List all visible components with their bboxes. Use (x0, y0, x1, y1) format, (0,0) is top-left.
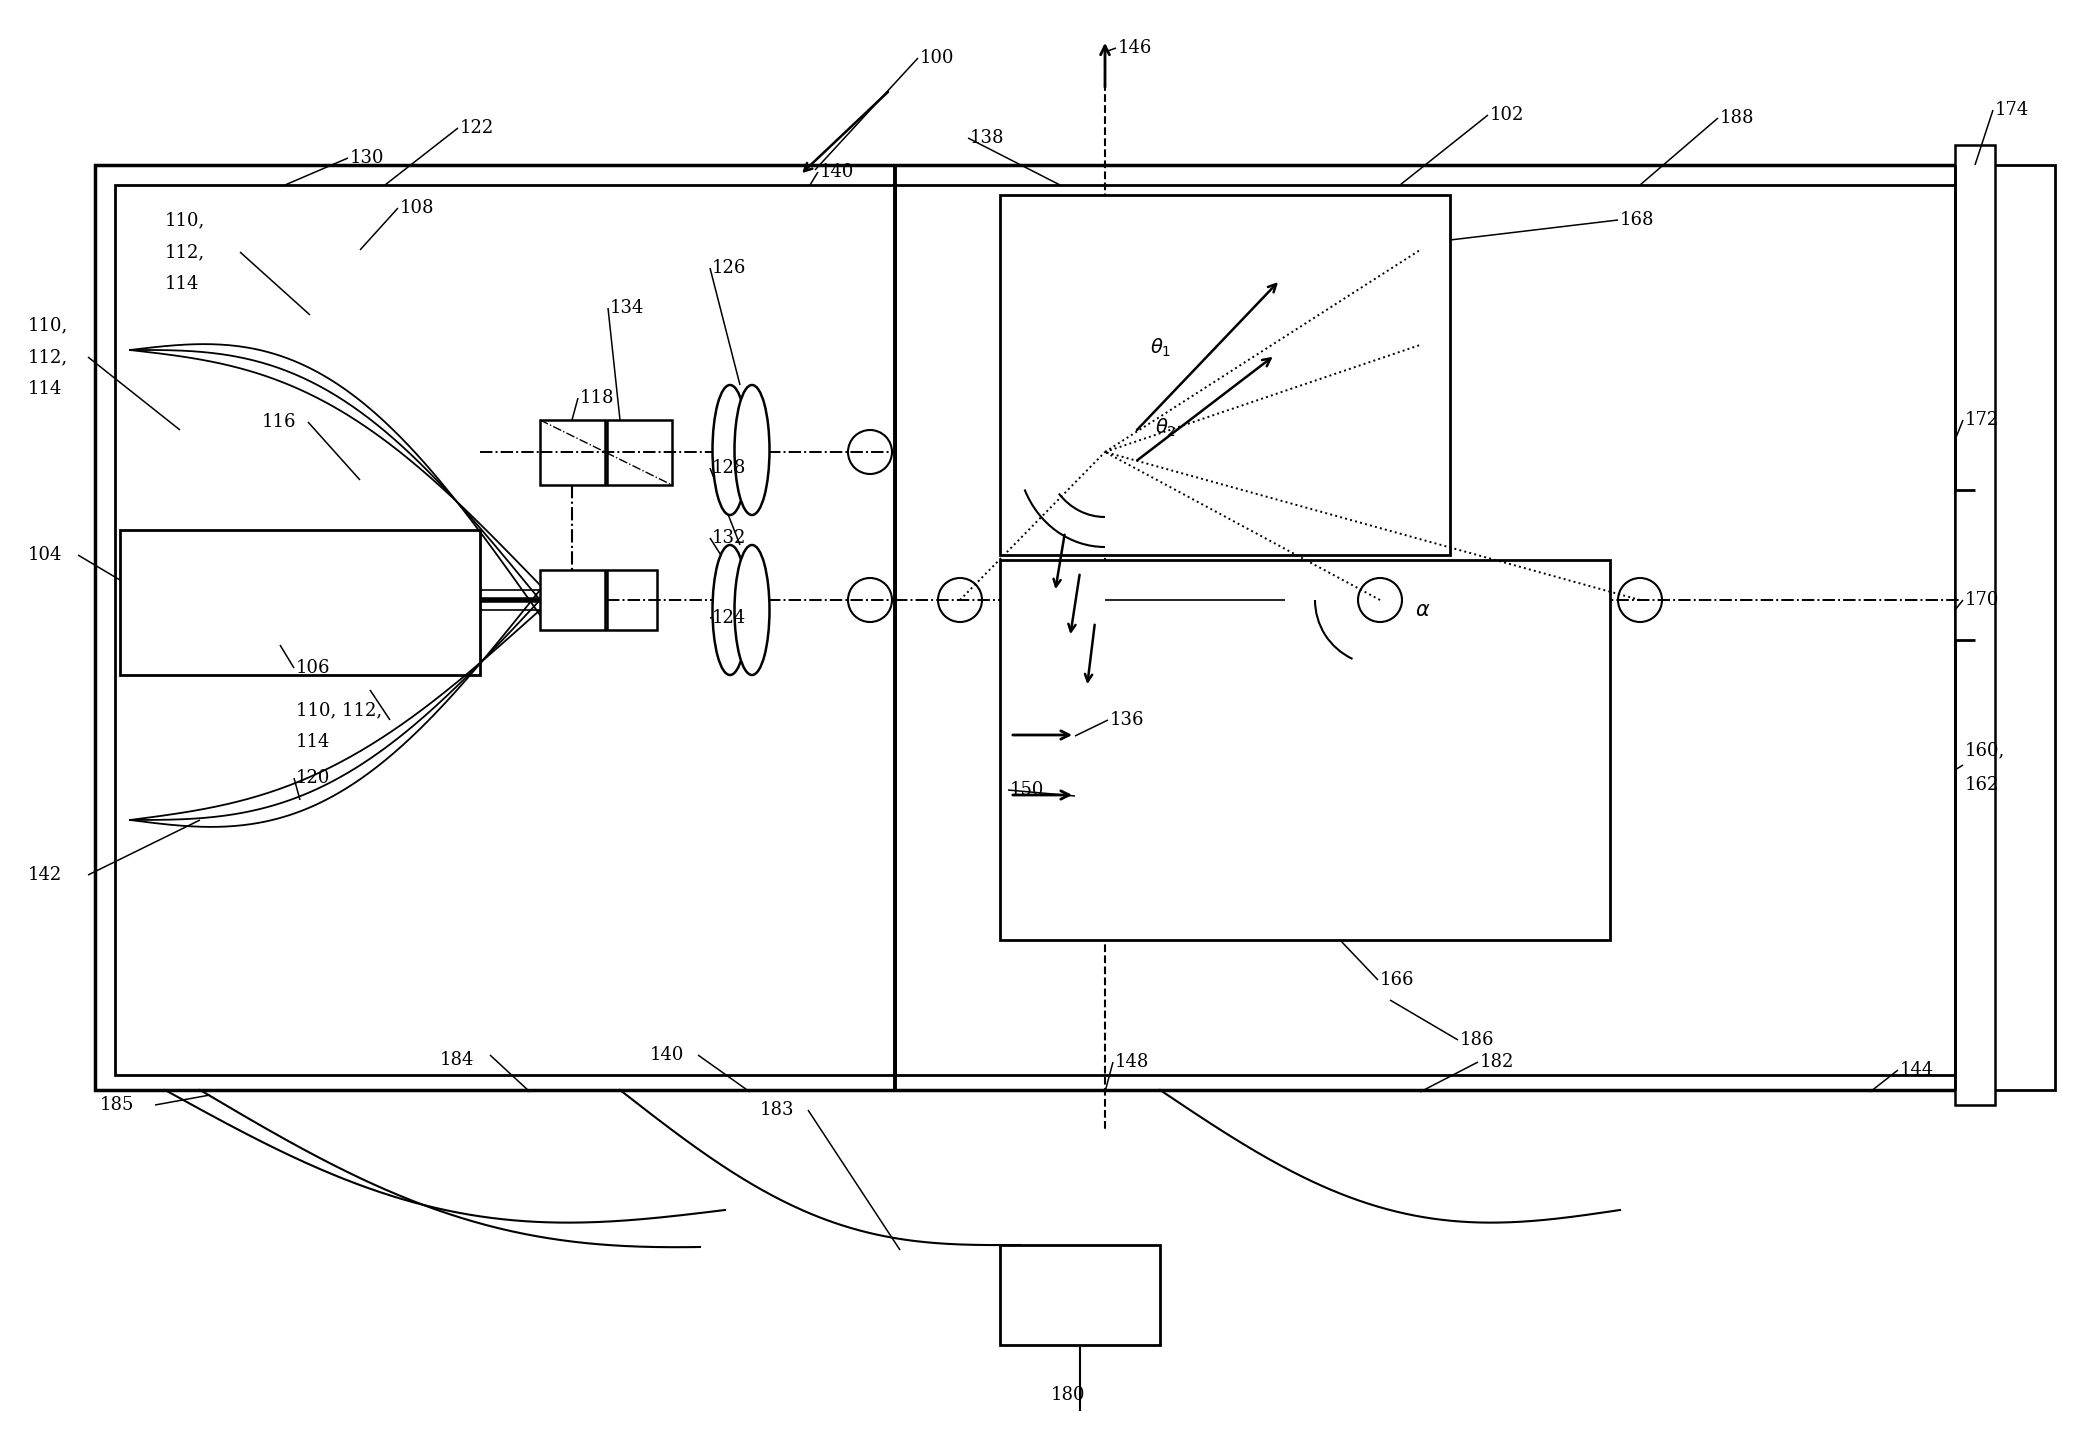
Bar (607, 421, 672, 485)
Text: 166: 166 (1380, 972, 1414, 989)
Text: 136: 136 (1110, 711, 1146, 728)
Bar (121, 529, 480, 675)
Bar (1000, 195, 1449, 555)
Text: 110,: 110, (27, 316, 69, 333)
Bar (1000, 560, 1609, 940)
Text: 116: 116 (262, 414, 297, 431)
Text: 102: 102 (1491, 106, 1524, 124)
Text: 138: 138 (971, 129, 1004, 147)
Text: $\alpha$: $\alpha$ (1416, 601, 1430, 620)
Text: 150: 150 (1010, 781, 1044, 798)
Text: 126: 126 (711, 259, 746, 278)
Text: $\theta_1$: $\theta_1$ (1150, 336, 1170, 359)
Ellipse shape (734, 385, 769, 515)
Text: 184: 184 (441, 1050, 474, 1069)
Text: 118: 118 (580, 389, 615, 406)
Text: 186: 186 (1459, 1030, 1495, 1049)
Text: 146: 146 (1119, 39, 1152, 57)
Text: 134: 134 (609, 299, 644, 318)
Text: 106: 106 (295, 660, 331, 677)
Text: 112,: 112, (27, 348, 69, 366)
Text: 114: 114 (27, 381, 62, 398)
Bar (114, 185, 894, 1075)
Bar (1975, 165, 2054, 1090)
Text: 144: 144 (1900, 1060, 1933, 1079)
Bar (607, 570, 657, 630)
Text: 114: 114 (164, 275, 200, 293)
Ellipse shape (713, 545, 748, 675)
Text: 130: 130 (349, 149, 385, 167)
Bar (894, 185, 1954, 1075)
Text: 160,: 160, (1965, 741, 2006, 758)
Bar (1954, 145, 1996, 1105)
Text: 122: 122 (459, 119, 495, 137)
Text: 188: 188 (1719, 109, 1755, 127)
Text: 142: 142 (27, 866, 62, 884)
Text: 148: 148 (1114, 1053, 1150, 1070)
Text: 140: 140 (819, 163, 854, 180)
Text: 110,: 110, (164, 210, 206, 229)
Text: 170: 170 (1965, 591, 2000, 610)
Text: 120: 120 (295, 768, 331, 787)
Text: 172: 172 (1965, 411, 2000, 429)
Text: 180: 180 (1050, 1387, 1085, 1404)
Bar (96, 165, 1975, 1090)
Text: 140: 140 (651, 1046, 684, 1065)
Text: 185: 185 (100, 1096, 135, 1113)
Bar (1000, 1245, 1160, 1345)
Text: 183: 183 (761, 1100, 794, 1119)
Text: 132: 132 (711, 529, 746, 547)
Text: 110, 112,: 110, 112, (295, 701, 383, 718)
Text: 124: 124 (711, 610, 746, 627)
Text: 108: 108 (399, 199, 435, 218)
Text: $\theta_2$: $\theta_2$ (1156, 416, 1177, 439)
Bar (541, 570, 605, 630)
Text: 168: 168 (1620, 210, 1655, 229)
Text: 104: 104 (27, 547, 62, 564)
Text: 174: 174 (1996, 102, 2029, 119)
Text: 128: 128 (711, 459, 746, 477)
Text: 182: 182 (1480, 1053, 1514, 1070)
Ellipse shape (713, 385, 748, 515)
Text: 114: 114 (295, 733, 331, 751)
Bar (541, 421, 605, 485)
Text: 100: 100 (921, 49, 954, 67)
Text: 112,: 112, (164, 243, 206, 260)
Ellipse shape (734, 545, 769, 675)
Text: 162: 162 (1965, 776, 2000, 794)
